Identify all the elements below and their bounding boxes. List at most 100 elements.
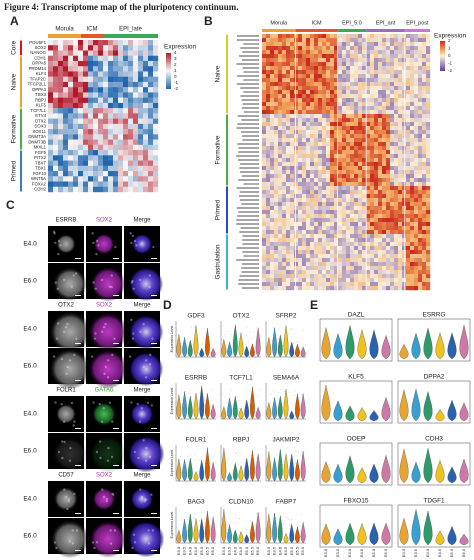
heatmap-cell	[123, 150, 129, 156]
heatmap-cell	[350, 166, 355, 171]
heatmap-cell	[322, 118, 327, 123]
heatmap-cell	[274, 286, 279, 291]
jitter-point	[249, 390, 251, 391]
heatmap-cell	[366, 90, 371, 95]
heatmap-cell	[426, 162, 431, 167]
heatmap-cell	[418, 202, 423, 207]
heatmap-cell	[394, 142, 399, 147]
heatmap-cell	[418, 286, 423, 291]
heatmap-cell	[266, 174, 271, 179]
heatmap-cell	[382, 74, 387, 79]
jitter-point	[186, 337, 188, 339]
heatmap-cell	[123, 129, 129, 135]
heatmap-cell	[302, 114, 307, 119]
heatmap-cell	[342, 70, 347, 75]
heatmap-cell	[282, 126, 287, 131]
heatmap-cell	[306, 70, 311, 75]
heatmap-cell	[402, 54, 407, 59]
heatmap-cell	[278, 114, 283, 119]
heatmap-cell	[370, 262, 375, 267]
heatmap-cell	[298, 286, 303, 291]
heatmap-cell	[326, 114, 331, 119]
heatmap-cell	[282, 278, 287, 283]
heatmap-cell	[346, 262, 351, 267]
violin	[295, 459, 300, 482]
heatmap-cell	[418, 74, 423, 79]
legend-tick: 1	[448, 46, 451, 51]
heatmap-cell	[83, 129, 89, 135]
heatmap-cell	[382, 138, 387, 143]
heatmap-cell	[310, 270, 315, 275]
heatmap-cell	[68, 81, 74, 88]
stage-bar	[295, 29, 338, 32]
heatmap-cell	[63, 66, 69, 72]
heatmap-cell	[370, 146, 375, 151]
heatmap-cell	[338, 274, 343, 279]
violin	[244, 399, 250, 420]
heatmap-cell	[53, 155, 59, 161]
heatmap-cell	[386, 194, 391, 199]
heatmap-cell	[306, 186, 311, 191]
heatmap-cell	[426, 222, 431, 227]
heatmap-cell	[266, 74, 271, 79]
scale-bar	[75, 550, 81, 551]
heatmap-cell	[322, 106, 327, 111]
heatmap-cell	[93, 76, 99, 83]
heatmap-cell	[58, 160, 64, 166]
heatmap-cell	[133, 129, 139, 135]
heatmap-cell	[418, 46, 423, 51]
heatmap-cell	[350, 86, 355, 91]
heatmap-cell	[118, 97, 124, 104]
heatmap-cell	[314, 234, 319, 239]
heatmap-cell	[266, 202, 271, 207]
heatmap-cell	[386, 250, 391, 255]
heatmap-cell	[346, 82, 351, 87]
heatmap-cell	[334, 266, 339, 271]
x-tick-label: E4.0	[347, 548, 352, 557]
heatmap-cell	[128, 160, 134, 166]
heatmap-cell	[378, 194, 383, 199]
heatmap-cell	[394, 46, 399, 51]
heatmap-cell	[342, 158, 347, 163]
heatmap-cell	[346, 214, 351, 219]
heatmap-cell	[362, 102, 367, 107]
heatmap-cell	[410, 142, 415, 147]
heatmap-cell	[374, 190, 379, 195]
heatmap-cell	[298, 62, 303, 67]
heatmap-cell	[426, 110, 431, 115]
violin	[250, 386, 255, 420]
heatmap-cell	[63, 40, 69, 46]
heatmap-cell	[262, 142, 267, 147]
heatmap-cell	[53, 76, 59, 83]
heatmap-cell	[274, 62, 279, 67]
heatmap-cell	[302, 106, 307, 111]
nucleus	[110, 285, 113, 289]
heatmap-cell	[362, 186, 367, 191]
heatmap-cell	[128, 165, 134, 172]
jitter-point	[244, 391, 246, 393]
jitter-point	[283, 524, 284, 525]
heatmap-cell	[402, 58, 407, 63]
heatmap-cell	[398, 258, 403, 263]
heatmap-cell	[410, 146, 415, 151]
heatmap-cell	[294, 262, 299, 267]
gene-label: FGF5	[35, 150, 47, 155]
heatmap-cell	[358, 186, 363, 191]
heatmap-cell	[334, 154, 339, 159]
violin	[187, 458, 193, 482]
violin	[199, 347, 205, 358]
legend-title: Expression	[164, 44, 197, 51]
nucleus	[130, 401, 133, 404]
heatmap-cell	[422, 114, 427, 119]
heatmap-cell	[298, 178, 303, 183]
heatmap-cell	[390, 118, 395, 123]
heatmap-cell	[53, 176, 59, 182]
jitter-point	[221, 339, 222, 341]
heatmap-cell	[133, 139, 139, 146]
heatmap-cell	[123, 165, 129, 172]
heatmap-cell	[278, 102, 283, 107]
violin	[369, 522, 379, 546]
heatmap-cell	[370, 142, 375, 147]
heatmap-cell	[290, 70, 295, 75]
heatmap-cell	[354, 94, 359, 99]
